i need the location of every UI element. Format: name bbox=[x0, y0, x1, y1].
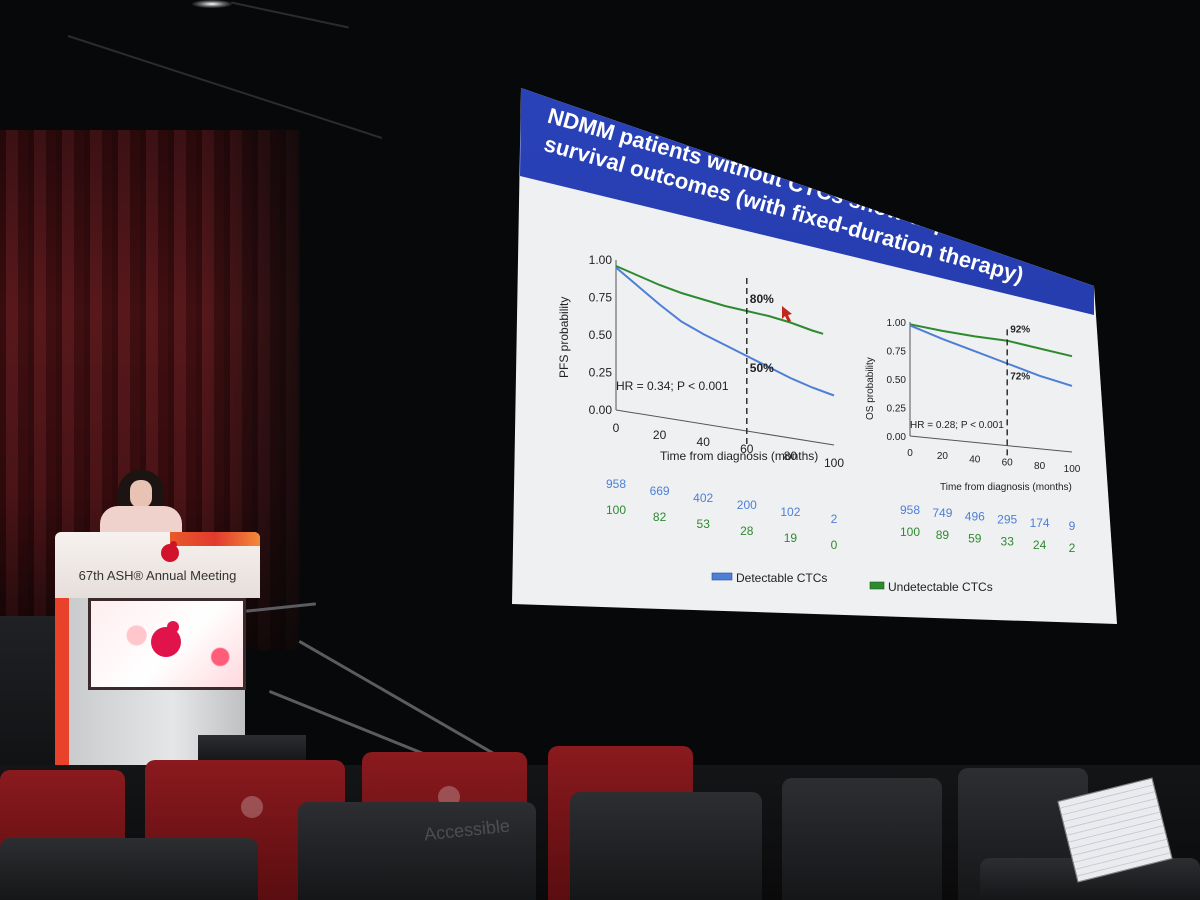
os-undetectable-curve bbox=[909, 323, 1073, 358]
ash-logo-icon bbox=[151, 621, 181, 657]
ash-logo-icon bbox=[241, 796, 263, 818]
os-ytick-label: 0.00 bbox=[887, 432, 907, 443]
os-detectable-curve bbox=[909, 324, 1073, 387]
os-ylabel: OS probability bbox=[865, 357, 876, 420]
pfs-ytick-label: 0.75 bbox=[589, 291, 613, 305]
pfs-xlabel: Time from diagnosis (months) bbox=[660, 449, 818, 463]
pfs-ylabel: PFS probability bbox=[557, 297, 571, 378]
pfs-chart: PFS probability Time from diagnosis (mon… bbox=[557, 253, 844, 470]
os-risk-detectable: 295 bbox=[997, 513, 1017, 527]
os-ytick-label: 0.75 bbox=[887, 347, 907, 358]
pfs-undetectable-curve bbox=[615, 265, 824, 335]
pfs-ytick-label: 0.00 bbox=[589, 403, 613, 417]
pfs-risk-detectable: 200 bbox=[737, 498, 757, 512]
os-xtick-label: 20 bbox=[937, 451, 949, 462]
legend-detectable: Detectable CTCs bbox=[736, 571, 827, 585]
os-risk-detectable: 958 bbox=[900, 503, 920, 517]
legend-detectable-swatch bbox=[711, 572, 733, 581]
pfs-xtick-label: 80 bbox=[784, 449, 798, 463]
pointer-cursor-icon bbox=[782, 306, 792, 322]
pfs-xtick-label: 0 bbox=[613, 421, 620, 435]
audience-chair bbox=[782, 778, 942, 900]
pfs-ytick-label: 0.50 bbox=[589, 328, 613, 342]
os-undetectable-landmark-label: 92% bbox=[1010, 325, 1030, 336]
os-risk-undetectable: 33 bbox=[1001, 535, 1015, 549]
os-risk-detectable: 496 bbox=[965, 509, 985, 523]
pfs-xtick-label: 60 bbox=[740, 442, 754, 456]
os-risk-undetectable: 100 bbox=[900, 525, 920, 539]
lighting-rig bbox=[67, 35, 383, 139]
os-risk-undetectable: 89 bbox=[936, 528, 950, 542]
pfs-risk-undetectable: 53 bbox=[697, 517, 711, 531]
os-xtick-label: 40 bbox=[969, 454, 981, 465]
stage-monitor bbox=[198, 735, 306, 763]
os-risk-undetectable: 2 bbox=[1069, 541, 1076, 555]
chair-accessible-label: Accessible bbox=[423, 815, 511, 845]
pfs-xtick-label: 40 bbox=[697, 435, 711, 449]
os-xtick-label: 60 bbox=[1002, 458, 1014, 469]
slide-legend: Detectable CTCs Undetectable CTCs bbox=[711, 571, 993, 594]
speaker bbox=[100, 506, 182, 536]
os-xlabel: Time from diagnosis (months) bbox=[940, 482, 1072, 493]
pfs-risk-undetectable: 0 bbox=[831, 538, 838, 552]
os-xtick-label: 100 bbox=[1064, 464, 1081, 475]
ceiling-light bbox=[192, 0, 232, 8]
pfs-risk-undetectable: 100 bbox=[606, 503, 626, 517]
pfs-hr-text: HR = 0.34; P < 0.001 bbox=[616, 379, 729, 393]
os-risk-table: 958 749 496 295 174 9 100 89 59 33 24 2 bbox=[900, 503, 1076, 555]
os-risk-detectable: 174 bbox=[1030, 516, 1050, 530]
ash-logo-icon bbox=[161, 541, 179, 562]
pfs-detectable-curve bbox=[615, 266, 835, 397]
pfs-risk-undetectable: 82 bbox=[653, 510, 667, 524]
speaker-face bbox=[130, 480, 152, 508]
os-detectable-landmark-label: 72% bbox=[1010, 372, 1030, 383]
pfs-risk-detectable: 669 bbox=[650, 484, 670, 498]
pfs-risk-detectable: 958 bbox=[606, 477, 626, 491]
pfs-ytick-label: 1.00 bbox=[589, 253, 613, 267]
os-risk-detectable: 9 bbox=[1069, 519, 1076, 533]
pfs-detectable-landmark-label: 50% bbox=[750, 361, 774, 375]
pfs-risk-undetectable: 19 bbox=[784, 531, 798, 545]
legend-undetectable-swatch bbox=[869, 581, 885, 590]
stage-equipment bbox=[0, 616, 62, 766]
podium-label: 67th ASH® Annual Meeting bbox=[78, 568, 237, 583]
pfs-risk-detectable: 402 bbox=[693, 491, 713, 505]
os-risk-undetectable: 59 bbox=[968, 531, 982, 545]
os-ytick-label: 0.25 bbox=[887, 404, 907, 415]
audience-chair bbox=[570, 792, 762, 900]
os-ytick-label: 1.00 bbox=[887, 318, 907, 329]
os-chart: OS probability Time from diagnosis (mont… bbox=[865, 318, 1081, 493]
os-x-axis bbox=[909, 435, 1073, 453]
audience-chair: Accessible bbox=[298, 802, 536, 900]
os-risk-undetectable: 24 bbox=[1033, 538, 1047, 552]
projected-slide: NDMM patients without CTCs show unpreced… bbox=[512, 88, 1117, 624]
lighting-rig bbox=[231, 1, 349, 29]
os-ytick-label: 0.50 bbox=[887, 375, 907, 386]
audience-chair bbox=[0, 838, 258, 900]
pfs-risk-detectable: 2 bbox=[831, 512, 838, 526]
os-risk-detectable: 749 bbox=[932, 506, 952, 520]
pfs-xtick-label: 100 bbox=[824, 456, 844, 470]
pfs-x-axis bbox=[615, 409, 835, 446]
legend-undetectable: Undetectable CTCs bbox=[888, 580, 993, 594]
pfs-risk-undetectable: 28 bbox=[740, 524, 754, 538]
os-xtick-label: 80 bbox=[1034, 461, 1046, 472]
podium-screen bbox=[88, 598, 246, 690]
pfs-risk-table: 958 669 402 200 102 2 100 82 53 28 19 0 bbox=[606, 477, 838, 552]
pfs-risk-detectable: 102 bbox=[780, 505, 800, 519]
os-hr-text: HR = 0.28; P < 0.001 bbox=[910, 420, 1004, 431]
slide-charts: PFS probability Time from diagnosis (mon… bbox=[557, 253, 1081, 594]
pfs-ytick-label: 0.25 bbox=[589, 366, 613, 380]
podium-sign: 67th ASH® Annual Meeting bbox=[55, 532, 260, 598]
podium-side bbox=[55, 598, 69, 768]
pfs-xtick-label: 20 bbox=[653, 428, 667, 442]
os-xtick-label: 0 bbox=[907, 448, 913, 459]
pfs-undetectable-landmark-label: 80% bbox=[750, 292, 774, 306]
